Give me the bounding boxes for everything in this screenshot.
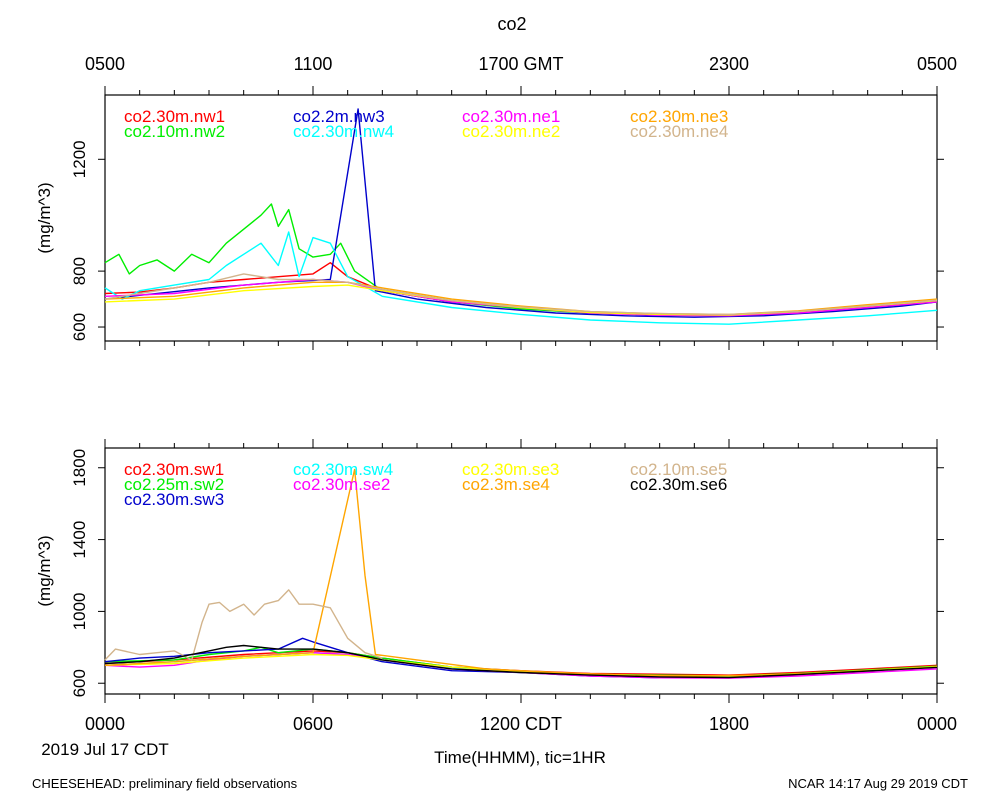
chart-title: co2: [497, 14, 526, 34]
top-time-label-4: 0500: [917, 54, 957, 74]
panel-top-series: [104, 108, 938, 325]
bottom-y-tick-label: 600: [70, 669, 89, 697]
legend-entry-co2-30m-se3: co2.30m.se3: [462, 460, 559, 479]
top-time-labels: 0500 1100 1700 GMT 2300 0500: [85, 54, 957, 74]
top-time-label-1: 1100: [294, 54, 333, 74]
footer-left: CHEESEHEAD: preliminary field observatio…: [32, 776, 298, 791]
panel-bottom-series: [104, 468, 938, 679]
panel-bottom-y-label: (mg/m^3): [35, 535, 54, 606]
panel-top-y-label: (mg/m^3): [35, 182, 54, 253]
top-time-label-2: 1700 GMT: [478, 54, 563, 74]
panel-top-y-ticks: 600 800 1200: [70, 140, 944, 341]
legend-entry-co2-30m-nw4: co2.30m.nw4: [293, 122, 394, 141]
legend-entry-co2-3m-se4: co2.3m.se4: [462, 475, 550, 494]
top-y-tick-label: 1200: [70, 140, 89, 178]
legend-entry-co2-30m-se6: co2.30m.se6: [630, 475, 727, 494]
bottom-time-label-4: 0000: [917, 714, 957, 734]
series-line-co2-10m-nw2: [104, 203, 938, 317]
date-label: 2019 Jul 17 CDT: [41, 740, 169, 759]
top-time-label-0: 0500: [85, 54, 125, 74]
top-y-tick-label: 600: [70, 313, 89, 341]
x-axis-label: Time(HHMM), tic=1HR: [434, 748, 606, 767]
bottom-time-label-1: 0600: [293, 714, 333, 734]
legend-entry-co2-30m-sw3: co2.30m.sw3: [124, 490, 224, 509]
legend-entry-co2-30m-ne3: co2.30m.ne3: [630, 107, 728, 126]
legend-entry-co2-2m-nw3: co2.2m.nw3: [293, 107, 385, 126]
panel-bottom-y-ticks: 600 1000 1400 1800: [70, 449, 944, 697]
bottom-y-tick-label: 1400: [70, 521, 89, 559]
legend-entry-co2-30m-ne1: co2.30m.ne1: [462, 107, 560, 126]
footer-right: NCAR 14:17 Aug 29 2019 CDT: [788, 776, 968, 791]
series-line-co2-30m-nw4: [104, 231, 938, 325]
panel-bottom-ticks: [104, 439, 938, 703]
legend-entry-co2-25m-sw2: co2.25m.sw2: [124, 475, 224, 494]
bottom-time-label-0: 0000: [85, 714, 125, 734]
panel-top-ticks: [104, 86, 938, 350]
top-y-tick-label: 800: [70, 257, 89, 285]
panel-top-legend: co2.30m.nw1co2.10m.nw2co2.2m.nw3co2.30m.…: [124, 107, 728, 141]
bottom-time-labels: 0000 0600 1200 CDT 1800 0000: [85, 714, 957, 734]
legend-entry-co2-30m-sw4: co2.30m.sw4: [293, 460, 393, 479]
legend-entry-co2-30m-ne4: co2.30m.ne4: [630, 122, 728, 141]
top-time-label-3: 2300: [709, 54, 749, 74]
series-line-co2-30m-se6: [104, 644, 938, 679]
series-line-co2-30m-ne4: [104, 273, 938, 316]
legend-entry-co2-30m-ne2: co2.30m.ne2: [462, 122, 560, 141]
bottom-time-label-2: 1200 CDT: [480, 714, 562, 734]
legend-entry-co2-30m-nw1: co2.30m.nw1: [124, 107, 225, 126]
bottom-y-tick-label: 1000: [70, 592, 89, 630]
legend-entry-co2-10m-se5: co2.10m.se5: [630, 460, 727, 479]
legend-entry-co2-30m-sw1: co2.30m.sw1: [124, 460, 224, 479]
bottom-y-tick-label: 1800: [70, 449, 89, 487]
series-line-co2-10m-se5: [104, 589, 383, 661]
panel-top: 600 800 1200 (mg/m^3) co2.30m.nw1co2.10m.n…: [35, 86, 944, 350]
series-line-co2-3m-se4: [104, 468, 938, 677]
bottom-time-label-3: 1800: [709, 714, 749, 734]
legend-entry-co2-30m-se2: co2.30m.se2: [293, 475, 390, 494]
legend-entry-co2-10m-nw2: co2.10m.nw2: [124, 122, 225, 141]
